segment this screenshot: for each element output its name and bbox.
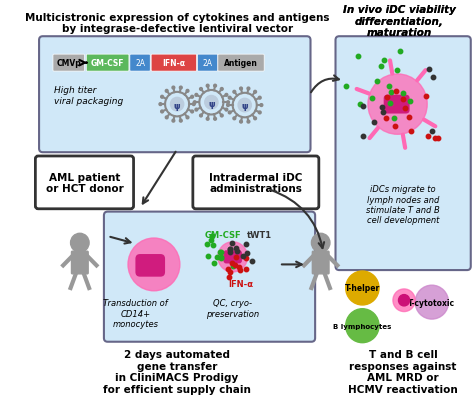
- Text: IFN-α: IFN-α: [163, 59, 185, 68]
- FancyBboxPatch shape: [53, 55, 84, 72]
- Circle shape: [171, 98, 184, 111]
- Circle shape: [192, 103, 195, 106]
- Circle shape: [180, 120, 182, 123]
- FancyBboxPatch shape: [130, 55, 150, 72]
- Text: Antigen: Antigen: [224, 59, 258, 68]
- Circle shape: [227, 101, 229, 104]
- Text: 2A: 2A: [135, 59, 145, 68]
- Circle shape: [186, 117, 189, 119]
- Circle shape: [195, 109, 198, 112]
- Circle shape: [238, 99, 251, 113]
- Circle shape: [161, 96, 164, 99]
- Text: 2A: 2A: [203, 59, 213, 68]
- Circle shape: [195, 94, 198, 97]
- FancyBboxPatch shape: [136, 254, 165, 277]
- FancyBboxPatch shape: [198, 55, 218, 72]
- FancyBboxPatch shape: [312, 251, 329, 274]
- FancyBboxPatch shape: [86, 55, 129, 72]
- Circle shape: [193, 101, 196, 104]
- Circle shape: [128, 239, 180, 291]
- Circle shape: [346, 271, 379, 305]
- Circle shape: [206, 85, 209, 88]
- Circle shape: [225, 109, 228, 112]
- Circle shape: [180, 87, 182, 90]
- Circle shape: [228, 97, 231, 100]
- Circle shape: [240, 88, 242, 91]
- Text: Transduction of
CD14+
monocytes: Transduction of CD14+ monocytes: [103, 299, 168, 328]
- Text: In vivo iDC viability
differentiation,
maturation: In vivo iDC viability differentiation, m…: [343, 5, 456, 38]
- Circle shape: [311, 234, 330, 253]
- Text: tWT1: tWT1: [246, 230, 272, 239]
- FancyBboxPatch shape: [151, 55, 197, 72]
- Text: Multicistronic expression of cytokines and antigens
by integrase-defective lenti: Multicistronic expression of cytokines a…: [25, 13, 329, 34]
- Circle shape: [218, 242, 247, 272]
- Text: High titer
viral packaging: High titer viral packaging: [54, 86, 123, 105]
- FancyBboxPatch shape: [104, 212, 315, 342]
- Text: In vivo iDC viability
differentiation,
maturation: In vivo iDC viability differentiation, m…: [343, 5, 456, 38]
- Circle shape: [233, 91, 236, 94]
- Text: IFN-α: IFN-α: [228, 279, 253, 288]
- Text: AML patient
or HCT donor: AML patient or HCT donor: [46, 172, 123, 194]
- Circle shape: [165, 117, 168, 119]
- Circle shape: [206, 118, 209, 121]
- Circle shape: [159, 103, 162, 106]
- Circle shape: [247, 121, 250, 124]
- Text: ψ: ψ: [241, 102, 248, 111]
- Text: QC, cryo-
preservation: QC, cryo- preservation: [206, 299, 259, 318]
- Circle shape: [200, 88, 202, 91]
- FancyBboxPatch shape: [218, 55, 264, 72]
- Circle shape: [258, 112, 261, 115]
- Circle shape: [220, 115, 223, 117]
- Text: CMVp: CMVp: [56, 59, 81, 68]
- Text: ψ: ψ: [208, 99, 215, 108]
- Circle shape: [233, 117, 236, 120]
- Text: 2 days automated
gene transfer
in CliniMACS Prodigy
for efficient supply chain: 2 days automated gene transfer in CliniM…: [103, 349, 251, 394]
- Circle shape: [172, 120, 175, 123]
- Circle shape: [227, 104, 229, 107]
- Circle shape: [258, 97, 261, 100]
- Circle shape: [393, 289, 415, 312]
- Circle shape: [346, 309, 379, 343]
- FancyBboxPatch shape: [72, 251, 88, 274]
- Circle shape: [214, 118, 217, 121]
- Circle shape: [205, 96, 218, 110]
- Circle shape: [191, 96, 193, 99]
- Circle shape: [186, 90, 189, 93]
- Circle shape: [200, 115, 202, 117]
- Circle shape: [191, 111, 193, 113]
- FancyBboxPatch shape: [36, 156, 134, 209]
- Circle shape: [161, 111, 164, 113]
- Circle shape: [220, 88, 223, 91]
- Circle shape: [225, 94, 228, 97]
- FancyBboxPatch shape: [336, 37, 471, 270]
- Circle shape: [214, 85, 217, 88]
- Circle shape: [260, 104, 263, 107]
- Circle shape: [240, 121, 242, 124]
- Text: GM-CSF: GM-CSF: [205, 230, 242, 239]
- Circle shape: [165, 90, 168, 93]
- Text: T-helper: T-helper: [345, 284, 380, 293]
- Text: T and B cell
responses against
AML MRD or
HCMV reactivation: T and B cell responses against AML MRD o…: [348, 349, 458, 394]
- Text: GM-CSF: GM-CSF: [91, 59, 124, 68]
- Text: iDCs migrate to
lymph nodes and
stimulate T and B
cell development: iDCs migrate to lymph nodes and stimulat…: [366, 185, 440, 225]
- Circle shape: [247, 88, 250, 91]
- Circle shape: [254, 117, 256, 120]
- Text: Intradermal iDC
administrations: Intradermal iDC administrations: [209, 172, 302, 194]
- Circle shape: [415, 286, 448, 319]
- Circle shape: [368, 75, 427, 135]
- FancyBboxPatch shape: [193, 156, 319, 209]
- Text: B lymphocytes: B lymphocytes: [333, 323, 392, 329]
- FancyBboxPatch shape: [383, 95, 410, 114]
- FancyBboxPatch shape: [39, 37, 310, 153]
- Text: ψ: ψ: [174, 101, 181, 110]
- Circle shape: [71, 234, 89, 253]
- Circle shape: [228, 112, 231, 115]
- FancyBboxPatch shape: [223, 251, 242, 264]
- Text: T-cytotoxic: T-cytotoxic: [408, 298, 456, 307]
- Circle shape: [399, 295, 410, 306]
- Circle shape: [254, 91, 256, 94]
- Circle shape: [172, 87, 175, 90]
